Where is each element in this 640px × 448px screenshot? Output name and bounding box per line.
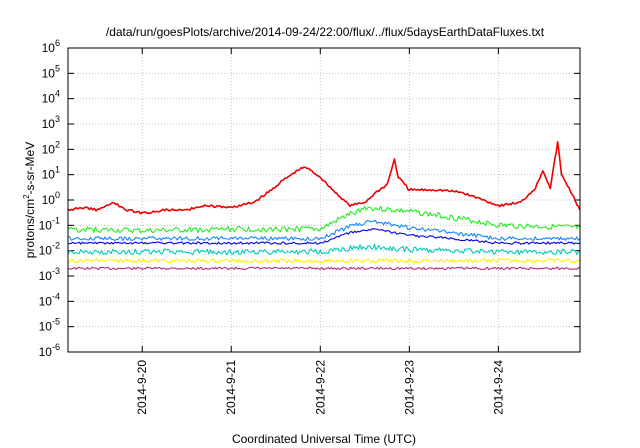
y-tick-label: 105 <box>42 63 60 80</box>
y-tick-label-base: 10 <box>39 244 53 258</box>
x-tick-label: 2014-9-23 <box>402 360 416 415</box>
y-tick-label-base: 10 <box>42 41 56 55</box>
series-line <box>67 228 581 245</box>
y-axis-labels: 10-610-510-410-310-210-11001011021031041… <box>39 38 60 359</box>
y-tick-label-base: 10 <box>42 117 56 131</box>
y-tick-label: 10-3 <box>39 266 60 283</box>
y-tick-label: 10-2 <box>39 241 60 258</box>
y-tick-label-exponent: -3 <box>52 266 60 276</box>
y-tick-label: 10-5 <box>39 317 60 334</box>
y-tick-label-exponent: -4 <box>52 291 60 301</box>
y-tick-label-exponent: 0 <box>55 190 60 200</box>
x-tick-label: 2014-9-20 <box>135 360 149 415</box>
y-tick-label-exponent: -1 <box>52 215 60 225</box>
y-tick-label: 106 <box>42 38 60 55</box>
y-tick-label-exponent: 3 <box>55 114 60 124</box>
series-line <box>67 205 581 234</box>
y-tick-label-base: 10 <box>42 142 56 156</box>
series-line <box>67 258 581 264</box>
y-tick-label-base: 10 <box>39 320 53 334</box>
y-tick-label: 10-1 <box>39 215 60 232</box>
y-tick-label: 104 <box>42 89 60 106</box>
series-line <box>67 141 581 215</box>
y-tick-label: 10-6 <box>39 342 60 359</box>
x-tick-label: 2014-9-22 <box>313 360 327 415</box>
series-line <box>67 219 581 242</box>
series-line <box>67 266 581 271</box>
series-line <box>67 243 581 256</box>
y-tick-label: 100 <box>42 190 60 207</box>
y-axis-label-suffix: -s-sr-MeV <box>23 142 37 195</box>
x-axis-label: Coordinated Universal Time (UTC) <box>232 432 416 446</box>
y-tick-label-base: 10 <box>39 294 53 308</box>
y-tick-label: 101 <box>42 165 60 182</box>
y-tick-label: 10-4 <box>39 291 60 308</box>
series-group <box>67 141 581 271</box>
x-axis-labels: 2014-9-20 2014-9-21 2014-9-22 2014-9-23 2014… <box>135 360 505 415</box>
y-tick-label-base: 10 <box>42 66 56 80</box>
y-tick-label-exponent: 4 <box>55 89 60 99</box>
axis-ticks <box>68 47 580 353</box>
plot-frame <box>67 47 581 353</box>
y-tick-label-exponent: -2 <box>52 241 60 251</box>
y-axis-label-sup: 2 <box>22 194 31 199</box>
y-tick-label-base: 10 <box>39 218 53 232</box>
y-tick-label-base: 10 <box>42 168 56 182</box>
y-tick-label-exponent: 1 <box>55 165 60 175</box>
y-axis-label: protons/cm2-s-sr-MeV <box>22 142 37 258</box>
y-tick-label-base: 10 <box>42 92 56 106</box>
y-tick-label-exponent: -5 <box>52 317 60 327</box>
y-tick-label-exponent: 5 <box>55 63 60 73</box>
x-tick-label: 2014-9-24 <box>491 360 505 415</box>
chart-title: /data/run/goesPlots/archive/2014-09-24/2… <box>106 25 545 39</box>
y-tick-label-base: 10 <box>39 345 53 359</box>
y-tick-label: 102 <box>42 139 60 156</box>
y-axis-label-prefix: protons/cm <box>23 199 37 258</box>
y-tick-label-exponent: 6 <box>55 38 60 48</box>
y-tick-label-base: 10 <box>39 269 53 283</box>
x-tick-label: 2014-9-21 <box>224 360 238 415</box>
grid <box>68 48 580 352</box>
y-tick-label-exponent: -6 <box>52 342 60 352</box>
y-tick-label-exponent: 2 <box>55 139 60 149</box>
y-tick-label: 103 <box>42 114 60 131</box>
y-tick-label-base: 10 <box>42 193 56 207</box>
